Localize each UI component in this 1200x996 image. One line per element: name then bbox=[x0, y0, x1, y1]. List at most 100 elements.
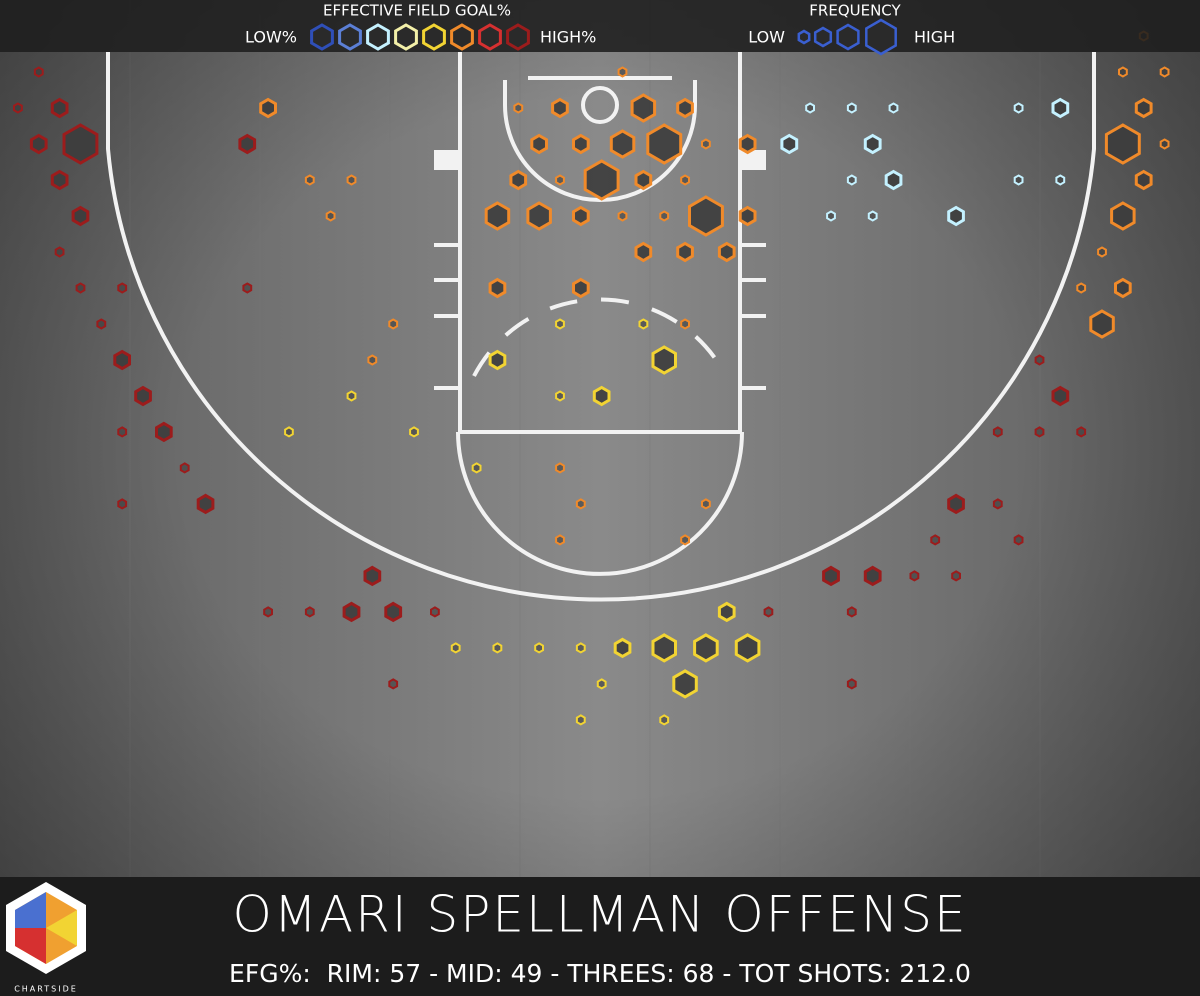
hex bbox=[888, 102, 899, 114]
hex bbox=[651, 633, 677, 663]
hex bbox=[738, 133, 757, 155]
legend-swatch bbox=[338, 23, 362, 51]
hex bbox=[555, 390, 565, 402]
hex bbox=[259, 97, 277, 119]
hex bbox=[304, 174, 315, 186]
legend-title: EFFECTIVE FIELD GOAL% bbox=[323, 2, 511, 20]
hex bbox=[530, 133, 548, 155]
hex bbox=[1051, 97, 1070, 119]
hex bbox=[651, 345, 677, 375]
hex bbox=[117, 426, 128, 438]
hex bbox=[659, 210, 670, 222]
hex bbox=[846, 102, 857, 114]
hex bbox=[71, 205, 90, 227]
hex bbox=[1110, 201, 1136, 231]
size-swatch bbox=[836, 23, 860, 51]
hex bbox=[909, 570, 920, 582]
hex bbox=[617, 66, 628, 78]
hex bbox=[822, 565, 840, 587]
hex bbox=[805, 102, 815, 114]
hex bbox=[701, 138, 711, 150]
hex bbox=[634, 241, 653, 263]
legend-swatch bbox=[394, 23, 418, 51]
hex bbox=[717, 241, 736, 263]
header-bar bbox=[0, 0, 1200, 52]
legend: EFFECTIVE FIELD GOAL% LOW% HIGH% FREQUEN… bbox=[245, 2, 955, 56]
hex bbox=[96, 318, 107, 330]
hex bbox=[492, 642, 503, 654]
hex bbox=[1076, 282, 1087, 294]
hex bbox=[951, 570, 961, 582]
hex bbox=[1097, 246, 1107, 258]
hex bbox=[367, 354, 378, 366]
legend-swatch bbox=[366, 23, 390, 51]
hex bbox=[1013, 102, 1024, 114]
hex bbox=[947, 205, 965, 227]
logo-text: CHARTSIDE bbox=[14, 985, 78, 994]
hex bbox=[384, 601, 403, 623]
hex bbox=[575, 642, 586, 654]
hex bbox=[1051, 385, 1070, 407]
hex bbox=[430, 606, 440, 618]
legend-swatch bbox=[422, 23, 446, 51]
hex bbox=[572, 133, 590, 155]
hex bbox=[572, 277, 590, 299]
hex bbox=[134, 385, 152, 407]
hex bbox=[1055, 174, 1066, 186]
hex bbox=[930, 534, 941, 546]
legend-swatch bbox=[478, 23, 502, 51]
chart-subtitle: EFG%: RIM: 57 - MID: 49 - THREES: 68 - T… bbox=[229, 959, 971, 988]
hex bbox=[62, 123, 99, 165]
hex bbox=[551, 97, 569, 119]
hex bbox=[304, 606, 315, 618]
hex bbox=[583, 159, 620, 201]
hex bbox=[534, 642, 544, 654]
hex bbox=[613, 637, 632, 659]
hex bbox=[50, 97, 69, 119]
hex bbox=[484, 201, 511, 231]
hex bbox=[1104, 123, 1141, 165]
hex bbox=[701, 498, 711, 510]
size-swatch bbox=[865, 18, 897, 56]
hex bbox=[609, 129, 636, 159]
hex bbox=[867, 210, 878, 222]
hex bbox=[846, 606, 857, 618]
hex bbox=[325, 210, 336, 222]
hex bbox=[846, 174, 857, 186]
chart-title: OMARI SPELLMAN OFFENSE bbox=[232, 886, 967, 944]
hex bbox=[596, 678, 607, 690]
hex bbox=[1114, 277, 1132, 299]
hex bbox=[1076, 426, 1087, 438]
hex bbox=[33, 66, 44, 78]
hex bbox=[409, 426, 419, 438]
hex bbox=[688, 195, 724, 237]
court-lines bbox=[106, 52, 1096, 602]
hex bbox=[342, 601, 361, 623]
hex bbox=[646, 123, 683, 165]
hex bbox=[117, 282, 128, 294]
hex bbox=[672, 669, 698, 699]
hex bbox=[717, 601, 736, 623]
legend-swatch bbox=[506, 23, 530, 51]
hex bbox=[592, 385, 611, 407]
size-swatch bbox=[813, 26, 833, 48]
hex bbox=[1118, 66, 1128, 78]
hex bbox=[638, 318, 649, 330]
hex bbox=[117, 498, 128, 510]
legend-low: LOW% bbox=[245, 28, 297, 47]
hex bbox=[363, 565, 382, 587]
hex bbox=[346, 390, 357, 402]
hex bbox=[1034, 426, 1045, 438]
hex bbox=[113, 349, 131, 371]
hex bbox=[29, 133, 48, 155]
hex bbox=[738, 205, 757, 227]
size-legend-high: HIGH bbox=[914, 28, 955, 47]
hex bbox=[1013, 174, 1024, 186]
legend-swatch bbox=[450, 23, 474, 51]
hex bbox=[884, 169, 903, 191]
hex bbox=[676, 241, 694, 263]
hex bbox=[826, 210, 836, 222]
hex bbox=[846, 678, 857, 690]
